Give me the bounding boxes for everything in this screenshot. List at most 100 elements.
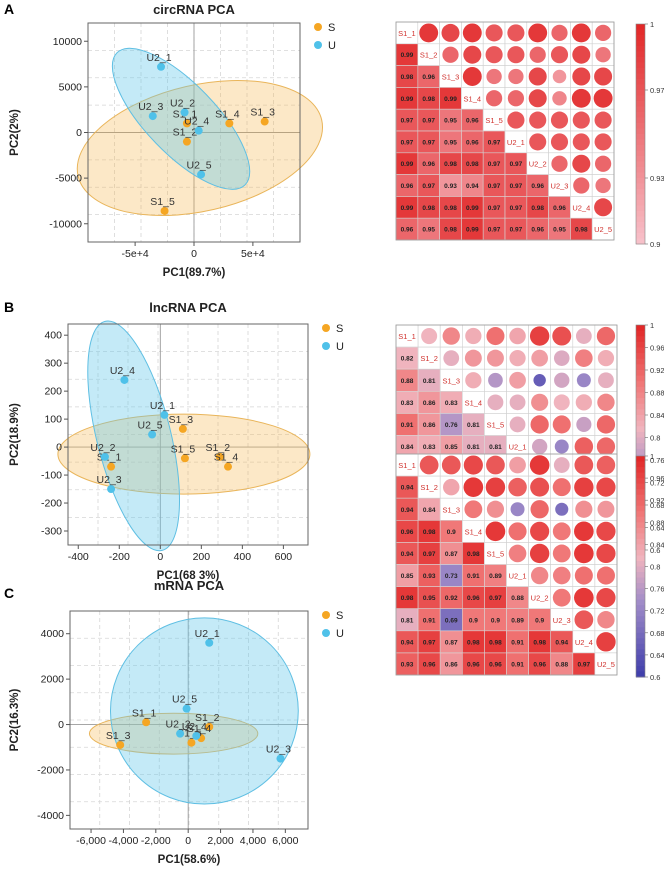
heatmap-circle — [442, 46, 459, 63]
correlation-value: 0.96 — [467, 661, 480, 668]
x-axis-label: PC1(68 3%) — [157, 570, 220, 582]
heatmap-square — [418, 435, 440, 458]
colorbar-segment — [636, 654, 645, 661]
legend-label-u: U — [336, 341, 344, 353]
colorbar-segment — [636, 145, 645, 151]
colorbar-segment — [636, 632, 645, 639]
heatmap-circle — [486, 349, 504, 367]
heatmap-square — [418, 586, 440, 609]
data-point-s1_3 — [178, 424, 187, 433]
heatmap-square — [484, 586, 507, 609]
colorbar-segment — [636, 583, 645, 590]
colorbar-segment — [636, 341, 645, 348]
heatmap-square — [396, 476, 418, 498]
data-point-u2_2 — [100, 452, 109, 461]
point-label-s1_5: S1_5 — [150, 196, 175, 208]
diagonal-label-s1_4: S1_4 — [465, 527, 483, 536]
heatmap-circle — [442, 327, 460, 345]
heatmap-circle — [507, 90, 525, 107]
correlation-value: 0.98 — [401, 74, 414, 81]
colorbar-segment — [636, 79, 645, 85]
heatmap-circle — [596, 588, 616, 608]
point-label-s1_4: S1_4 — [214, 452, 239, 464]
colorbar-segment — [636, 216, 645, 223]
heatmap-circle — [419, 455, 439, 475]
heatmap-circle — [528, 67, 547, 86]
colorbar-segment — [636, 128, 645, 135]
heatmap-square — [528, 653, 551, 675]
y-tick-label: -100 — [41, 470, 62, 482]
correlation-value: 0.87 — [445, 551, 458, 558]
colorbar-tick-label: 0.68 — [650, 629, 664, 638]
data-point-s1_4 — [224, 462, 232, 471]
colorbar-segment — [636, 478, 645, 485]
correlation-value: 0.97 — [401, 139, 414, 146]
diagonal-label-u2_4: U2_4 — [575, 638, 593, 647]
heatmap-circle — [571, 23, 591, 43]
heatmap-square — [396, 218, 418, 240]
heatmap-square — [461, 153, 483, 175]
heatmap-circle — [571, 88, 591, 108]
heatmap-circle — [508, 544, 527, 563]
heatmap-circle — [550, 46, 569, 64]
correlation-value: 0.82 — [401, 356, 414, 363]
heatmap-circle — [575, 500, 593, 518]
heatmap-square — [461, 109, 483, 131]
correlation-value: 0.9 — [469, 617, 478, 624]
heatmap-square — [462, 435, 485, 458]
point-label-u2_3: U2_3 — [266, 744, 291, 756]
heatmap-circle — [530, 415, 549, 434]
correlation-value: 0.97 — [510, 205, 523, 212]
correlation-value: 0.73 — [445, 573, 458, 580]
diagonal-label-u2_2: U2_2 — [529, 160, 547, 169]
colorbar-segment — [636, 134, 645, 140]
correlation-value: 0.97 — [422, 139, 435, 146]
colorbar-tick-label: 0.96 — [650, 474, 664, 483]
x-axis-label: PC1(58.6%) — [158, 854, 221, 866]
heatmap-circle — [550, 111, 569, 129]
heatmap-circle — [509, 371, 526, 389]
point-label-s1_2: S1_2 — [173, 127, 198, 139]
correlation-value: 0.97 — [423, 551, 436, 558]
correlation-value: 0.98 — [466, 161, 479, 168]
correlation-value: 0.96 — [466, 139, 479, 146]
colorbar-segment — [636, 233, 645, 239]
correlation-value: 0.93 — [401, 661, 414, 668]
heatmap-square — [506, 653, 529, 675]
colorbar-segment — [636, 483, 645, 490]
legend-marker-u — [322, 342, 330, 350]
legend-label-u: U — [328, 40, 336, 52]
correlation-value: 0.95 — [423, 595, 436, 602]
colorbar-segment — [636, 544, 645, 551]
heatmap-circle — [596, 543, 616, 564]
heatmap-square — [396, 586, 418, 609]
diagonal-label-u2_1: U2_1 — [509, 443, 527, 452]
heatmap-square — [396, 196, 418, 218]
correlation-value: 0.98 — [401, 595, 414, 602]
heatmap-square — [548, 196, 571, 218]
colorbar-segment — [636, 183, 645, 190]
heatmap-square — [396, 435, 418, 458]
correlation-value: 0.98 — [575, 227, 588, 234]
heatmap-circle — [530, 500, 549, 519]
heatmap-square — [418, 87, 440, 109]
heatmap-frame — [395, 453, 618, 676]
colorbar-segment — [636, 117, 645, 124]
heatmap-circle — [509, 456, 526, 474]
correlation-value: 0.83 — [401, 400, 414, 407]
heatmap-circle — [462, 23, 482, 43]
colorbar-tick-label: 0.97 — [650, 86, 664, 95]
correlation-value: 0.93 — [444, 183, 457, 190]
data-point-s1_3 — [116, 740, 125, 749]
correlation-value: 0.99 — [466, 205, 479, 212]
heatmap-circle — [510, 502, 525, 517]
correlation-value: 0.85 — [445, 444, 458, 451]
correlation-value: 0.81 — [489, 444, 502, 451]
heatmap-circle — [594, 155, 612, 172]
diagonal-label-s1_5: S1_5 — [487, 549, 505, 558]
heatmap-circle — [594, 67, 613, 86]
heatmap-circle — [594, 111, 612, 129]
correlation-value: 0.85 — [401, 573, 414, 580]
correlation-value: 0.69 — [445, 617, 458, 624]
colorbar-frame — [635, 23, 646, 245]
